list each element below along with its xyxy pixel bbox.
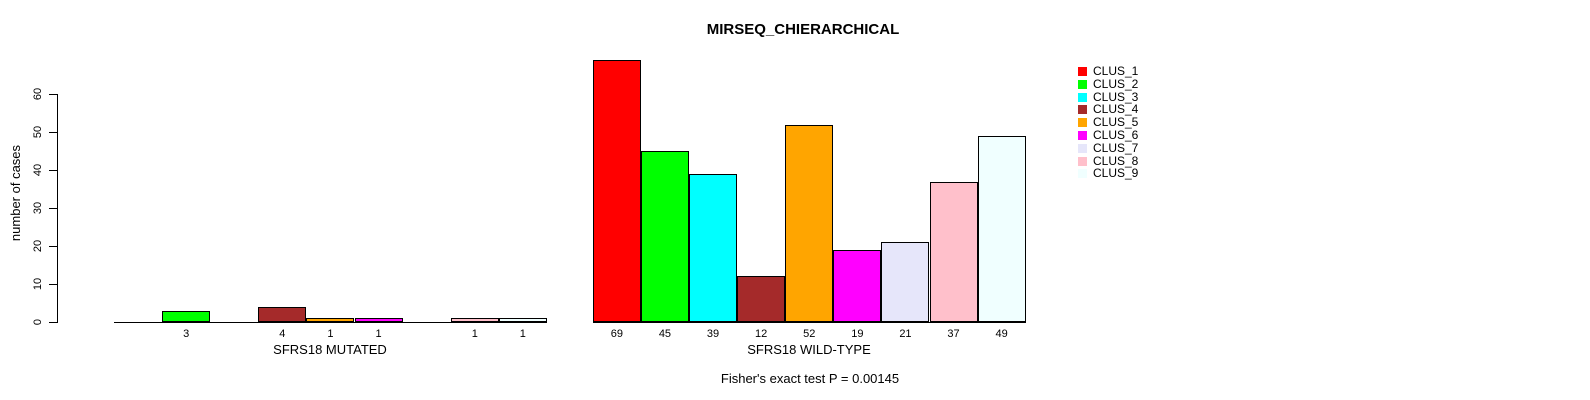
legend-label: CLUS_2 bbox=[1093, 76, 1139, 91]
bar-value-label: 21 bbox=[899, 328, 912, 340]
x-axis-line bbox=[114, 322, 547, 323]
bar-clus-4-wild-type bbox=[737, 276, 786, 322]
bar-value-label: 1 bbox=[327, 328, 334, 340]
bar-value-label: 49 bbox=[995, 328, 1008, 340]
bar-clus-8-wild-type bbox=[929, 181, 978, 322]
y-axis-tick bbox=[49, 170, 57, 172]
bar-value-label: 1 bbox=[519, 328, 526, 340]
legend-label: CLUS_5 bbox=[1093, 115, 1139, 130]
legend-label: CLUS_6 bbox=[1093, 128, 1139, 142]
bar-clus-2-mutated bbox=[162, 310, 211, 322]
y-axis-tick-label: 0 bbox=[32, 318, 44, 326]
group-label-mutated: SFRS18 MUTATED bbox=[273, 342, 387, 357]
legend-swatch-clus-8 bbox=[1078, 156, 1087, 166]
legend-swatch-clus-5 bbox=[1078, 118, 1087, 128]
legend-swatch-clus-3 bbox=[1078, 92, 1087, 102]
bar-value-label: 45 bbox=[658, 328, 672, 340]
bar-value-label: 52 bbox=[803, 328, 816, 340]
bar-clus-3-wild-type bbox=[689, 173, 738, 322]
bar-clus-2-wild-type bbox=[640, 151, 689, 322]
y-axis-label: number of cases bbox=[8, 144, 23, 242]
bar-value-label: 3 bbox=[183, 328, 190, 340]
group-label-wild-type: SFRS18 WILD-TYPE bbox=[747, 342, 871, 357]
bar-value-label: 1 bbox=[375, 328, 382, 340]
y-axis-tick-label: 60 bbox=[32, 88, 44, 101]
y-axis-tick bbox=[49, 208, 57, 210]
bar-value-label: 1 bbox=[471, 328, 478, 340]
legend-label: CLUS_8 bbox=[1093, 153, 1139, 168]
legend-swatch-clus-7 bbox=[1078, 143, 1087, 153]
y-axis-tick-label: 40 bbox=[32, 164, 44, 177]
y-axis-line bbox=[57, 94, 58, 323]
bar-clus-9-mutated bbox=[498, 318, 547, 322]
legend-label: CLUS_1 bbox=[1093, 64, 1139, 78]
y-axis-tick-label: 50 bbox=[32, 126, 44, 139]
bar-clus-4-mutated bbox=[258, 306, 307, 322]
chart-title: MIRSEQ_CHIERARCHICAL bbox=[706, 21, 900, 38]
fisher-test-annotation: Fisher's exact test P = 0.00145 bbox=[720, 371, 900, 386]
bar-clus-5-mutated bbox=[306, 318, 355, 322]
y-axis-tick bbox=[49, 322, 57, 323]
y-axis-tick-label: 20 bbox=[32, 239, 44, 253]
legend-swatch-clus-2 bbox=[1078, 79, 1087, 89]
legend-swatch-clus-9 bbox=[1078, 169, 1087, 179]
bar-value-label: 69 bbox=[610, 328, 623, 340]
bar-clus-1-wild-type bbox=[592, 60, 641, 322]
legend-swatch-clus-6 bbox=[1078, 131, 1087, 140]
legend-label: CLUS_3 bbox=[1093, 89, 1139, 104]
bar-value-label: 4 bbox=[279, 328, 286, 340]
y-axis-tick-label: 30 bbox=[32, 202, 44, 215]
bar-clus-6-mutated bbox=[354, 318, 403, 322]
bar-value-label: 19 bbox=[851, 328, 864, 340]
y-axis-tick bbox=[49, 132, 57, 134]
bar-value-label: 39 bbox=[706, 328, 720, 340]
legend-label: CLUS_4 bbox=[1093, 102, 1139, 117]
bar-clus-6-wild-type bbox=[833, 249, 882, 322]
legend-swatch-clus-1 bbox=[1078, 67, 1087, 76]
bar-clus-8-mutated bbox=[450, 318, 499, 322]
bar-value-label: 12 bbox=[755, 328, 768, 340]
bar-clus-7-wild-type bbox=[881, 242, 930, 322]
bar-clus-5-wild-type bbox=[785, 124, 834, 322]
bar-clus-9-wild-type bbox=[977, 136, 1026, 322]
y-axis-tick bbox=[49, 94, 57, 96]
y-axis-tick-label: 10 bbox=[32, 277, 44, 291]
bar-value-label: 37 bbox=[947, 328, 960, 340]
y-axis-tick bbox=[49, 246, 57, 248]
legend-label: CLUS_9 bbox=[1093, 166, 1139, 181]
x-axis-line bbox=[592, 322, 1026, 323]
legend-label: CLUS_7 bbox=[1093, 140, 1139, 155]
legend-swatch-clus-4 bbox=[1078, 105, 1087, 115]
y-axis-tick bbox=[49, 284, 57, 286]
